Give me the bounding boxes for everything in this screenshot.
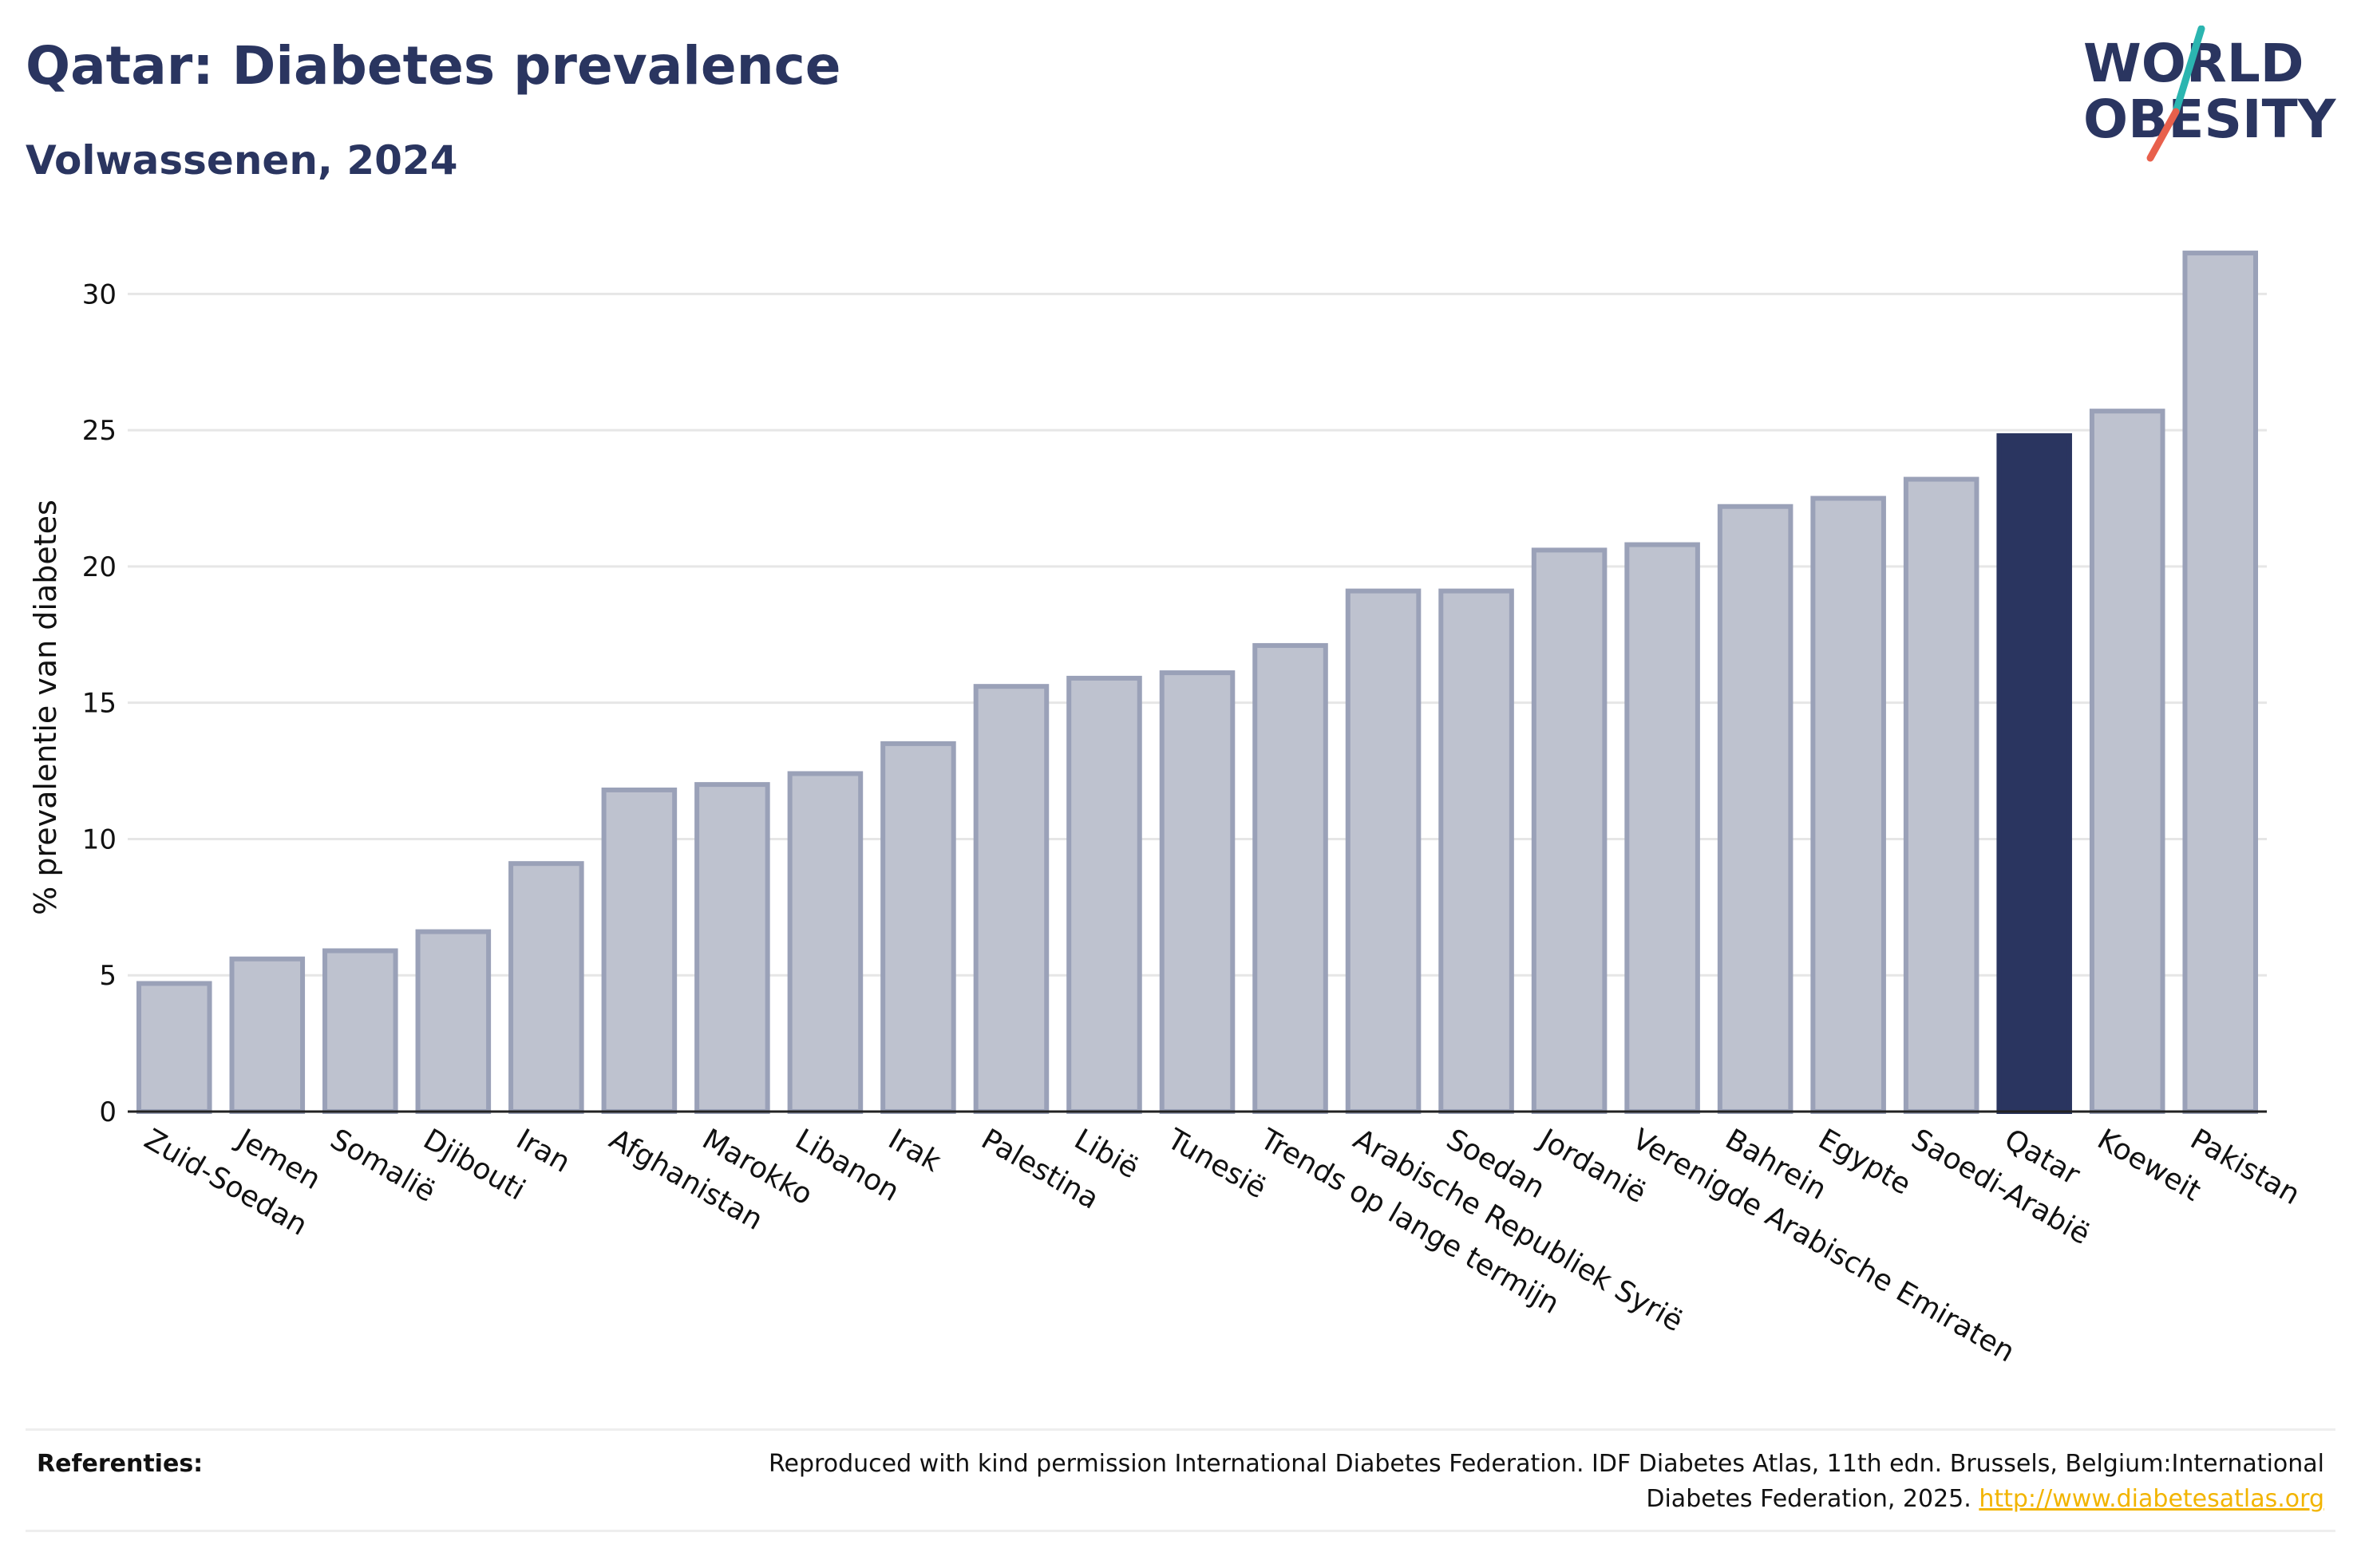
bar-arabische-republiek-syri- — [1345, 588, 1422, 1114]
references-link[interactable]: http://www.diabetesatlas.org — [1979, 1485, 2324, 1513]
references-footer: Referenties: Reproduced with kind permis… — [26, 1428, 2335, 1532]
logo-slash-bottom — [2146, 108, 2180, 162]
bar-marokko — [694, 782, 770, 1114]
x-tick-label: Djibouti — [417, 1123, 530, 1207]
bar-pakistan — [2182, 251, 2259, 1114]
bar-irak — [880, 741, 956, 1114]
x-tick-label: Egypte — [1813, 1123, 1916, 1202]
y-axis-ticks: 0 5 10 15 20 25 30 — [82, 278, 117, 1128]
chart-subtitle: Volwassenen, 2024 — [26, 137, 458, 184]
y-tick-label: 10 — [82, 823, 117, 855]
bar-saoedi-arabi- — [1903, 476, 1979, 1114]
y-tick-label: 0 — [99, 1096, 117, 1128]
references-citation: Reproduced with kind permission Internat… — [769, 1450, 2324, 1513]
y-tick-label: 25 — [82, 415, 117, 447]
x-tick-label: Irak — [883, 1123, 947, 1179]
bar-verenigde-arabische-emiraten — [1624, 542, 1700, 1114]
bar-koeweit — [2089, 409, 2165, 1114]
x-tick-label: Jordanië — [1532, 1122, 1651, 1210]
bar-djibouti — [415, 929, 492, 1114]
x-tick-label: Pakistan — [2185, 1123, 2305, 1211]
references-label: Referenties: — [37, 1450, 204, 1478]
y-tick-label: 20 — [82, 551, 117, 583]
bar-egypte — [1810, 496, 1886, 1114]
bar-zuid-soedan — [136, 981, 212, 1114]
chart-title: Qatar: Diabetes prevalence — [26, 35, 841, 97]
logo-slash-top — [2172, 26, 2205, 116]
bar-bahrein — [1717, 504, 1793, 1114]
bar-jordani- — [1531, 547, 1608, 1114]
y-tick-label: 30 — [82, 278, 117, 310]
world-obesity-logo: WORLD OBESITY — [2083, 26, 2337, 162]
references-text: Reproduced with kind permission Internat… — [728, 1447, 2324, 1517]
bar-soedan — [1438, 588, 1514, 1114]
logo-word-obesity: OBESITY — [2083, 89, 2337, 150]
bar-libi- — [1066, 675, 1142, 1114]
x-tick-label: Iran — [511, 1123, 575, 1179]
bars — [136, 251, 2259, 1115]
x-tick-label: Koeweit — [2092, 1123, 2206, 1207]
bar-chart: 0 5 10 15 20 25 30 Zuid-SoedanJemenSomaliëDjib… — [28, 251, 2306, 1369]
y-axis-label: % prevalentie van diabetes — [28, 500, 63, 915]
bar-tunesi- — [1159, 670, 1236, 1114]
bar-libanon — [787, 771, 864, 1115]
y-tick-label: 15 — [82, 688, 117, 720]
bar-afghanistan — [601, 787, 678, 1114]
bar-jemen — [229, 956, 306, 1114]
x-tick-label: Somalië — [325, 1123, 441, 1209]
bar-palestina — [973, 684, 1050, 1114]
bar-trends-op-lange-termijn — [1252, 642, 1328, 1114]
bar-iran — [508, 861, 584, 1114]
x-tick-label: Tunesië — [1161, 1123, 1271, 1206]
bar-qatar — [1996, 432, 2072, 1114]
y-tick-label: 5 — [99, 960, 117, 992]
bar-somali- — [322, 948, 398, 1115]
